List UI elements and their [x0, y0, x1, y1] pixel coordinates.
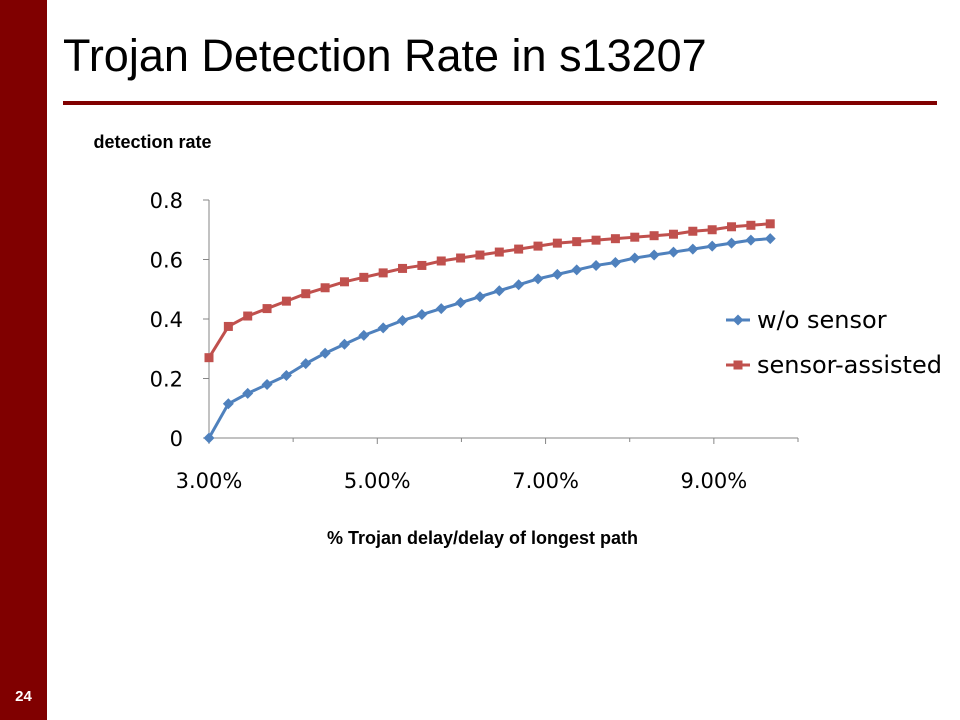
data-point: [378, 268, 388, 278]
data-point: [242, 387, 254, 399]
legend: w/o sensor sensor-assisted: [726, 306, 942, 379]
data-point: [551, 268, 563, 280]
data-point: [281, 296, 291, 306]
series-w-o-sensor: [203, 233, 776, 444]
data-point: [300, 358, 312, 370]
data-point: [687, 243, 699, 255]
x-tick-label: 7.00%: [512, 469, 579, 493]
data-point: [688, 226, 698, 236]
data-point: [667, 246, 679, 258]
data-point: [572, 237, 582, 247]
data-point: [532, 273, 544, 285]
x-tick-label: 3.00%: [176, 469, 243, 493]
x-axis-title: % Trojan delay/delay of longest path: [326, 528, 639, 548]
legend-marker: [733, 360, 743, 370]
data-point: [475, 250, 485, 260]
data-point: [591, 235, 601, 245]
data-point: [222, 398, 234, 410]
data-point: [436, 256, 446, 266]
data-point: [649, 231, 659, 241]
series-sensor-assisted: [204, 219, 775, 363]
data-point: [514, 244, 524, 254]
data-point: [280, 370, 292, 382]
data-point: [610, 234, 620, 244]
data-point: [204, 353, 214, 363]
data-point: [629, 252, 641, 264]
data-point: [398, 263, 408, 273]
data-point: [648, 249, 660, 261]
x-tick-labels: 3.00% 5.00% 7.00% 9.00%: [176, 438, 799, 493]
data-point: [456, 253, 466, 263]
data-point: [493, 285, 505, 297]
data-point: [320, 283, 330, 293]
data-point: [455, 297, 467, 309]
data-point: [261, 378, 273, 390]
y-tick-label: 0.8: [150, 189, 183, 213]
data-point: [746, 220, 756, 230]
data-point: [590, 259, 602, 271]
slide-number: 24: [15, 688, 32, 705]
data-point: [301, 289, 311, 299]
legend-marker: [732, 314, 744, 326]
data-point: [358, 329, 370, 341]
legend-label: w/o sensor: [757, 306, 887, 334]
data-point: [609, 256, 621, 268]
data-point: [203, 432, 215, 444]
data-point: [435, 303, 447, 315]
data-point: [243, 311, 253, 321]
title-divider: [63, 101, 937, 105]
x-tick-label: 9.00%: [680, 469, 747, 493]
data-point: [494, 247, 504, 257]
data-point: [377, 322, 389, 334]
slide-title: Trojan Detection Rate in s13207: [63, 30, 707, 81]
data-point: [223, 321, 233, 331]
data-point: [474, 291, 486, 303]
legend-label: sensor-assisted: [757, 351, 942, 379]
data-point: [359, 272, 369, 282]
data-point: [339, 277, 349, 287]
data-point: [707, 225, 717, 235]
data-point: [338, 338, 350, 350]
data-point: [764, 233, 776, 245]
data-point: [262, 304, 272, 314]
data-point: [552, 238, 562, 248]
series-line: [207, 222, 771, 359]
data-point: [417, 260, 427, 270]
series-layer: [203, 219, 776, 444]
chart-axes: [208, 200, 798, 439]
sidebar-bar: [0, 0, 47, 720]
data-point: [668, 229, 678, 239]
y-axis-title: detection rate: [93, 132, 212, 152]
y-tick-labels: 0 0.2 0.4 0.6 0.8: [150, 189, 209, 451]
x-tick-label: 5.00%: [344, 469, 411, 493]
y-tick-label: 0.4: [150, 308, 183, 332]
data-point: [706, 240, 718, 252]
data-point: [513, 279, 525, 291]
data-point: [571, 264, 583, 276]
data-point: [727, 222, 737, 232]
data-point: [533, 241, 543, 251]
data-point: [416, 309, 428, 321]
series-line: [207, 237, 771, 439]
y-tick-label: 0: [170, 427, 183, 451]
data-point: [726, 237, 738, 249]
y-tick-label: 0.6: [150, 249, 183, 273]
data-point: [765, 219, 775, 229]
y-tick-label: 0.2: [150, 368, 183, 392]
data-point: [397, 314, 409, 326]
data-point: [745, 234, 757, 246]
data-point: [319, 347, 331, 359]
data-point: [630, 232, 640, 242]
